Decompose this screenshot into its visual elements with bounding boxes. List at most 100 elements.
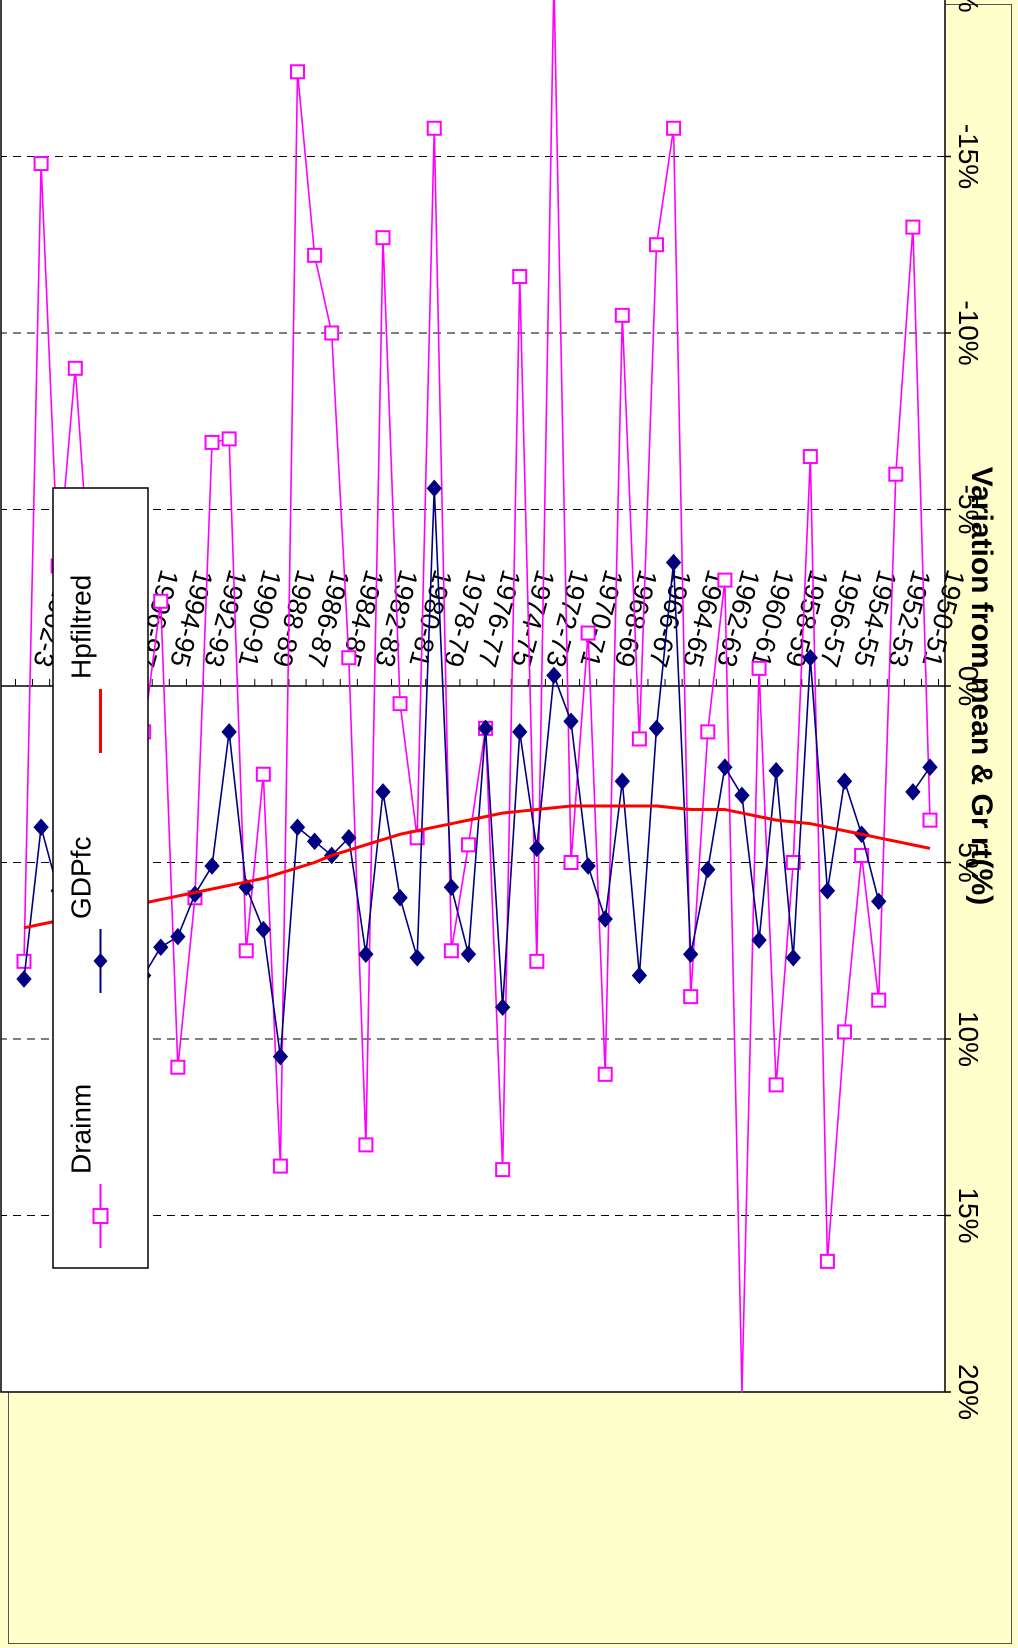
data-point xyxy=(221,723,237,741)
data-point xyxy=(905,219,921,235)
data-point xyxy=(614,772,630,791)
y-tick-label: 0% xyxy=(953,666,984,706)
data-point xyxy=(648,719,665,738)
data-point xyxy=(631,731,647,747)
data-point xyxy=(597,910,613,928)
data-point xyxy=(460,945,477,964)
legend-label: Hpfiltred xyxy=(66,575,97,679)
data-point xyxy=(905,783,921,801)
data-point xyxy=(751,931,767,949)
data-point xyxy=(289,818,306,836)
data-point xyxy=(341,650,357,666)
series-layer xyxy=(16,0,938,1393)
y-tick-label: 15% xyxy=(953,1187,984,1243)
data-point xyxy=(614,307,630,323)
data-point xyxy=(170,927,186,946)
data-point xyxy=(700,860,716,879)
data-point xyxy=(153,593,169,609)
legend-marker xyxy=(93,953,108,969)
data-point xyxy=(683,945,699,964)
legend-label: Drainm xyxy=(66,1084,97,1174)
data-point xyxy=(819,881,836,900)
plot-area xyxy=(0,0,946,1393)
data-point xyxy=(375,783,391,801)
legend: Drainm GDPfc Hpfiltred xyxy=(52,487,149,1269)
data-point xyxy=(324,325,340,341)
data-point xyxy=(170,1059,186,1075)
data-point xyxy=(255,766,271,782)
data-point xyxy=(67,360,83,376)
data-point xyxy=(563,855,579,870)
data-point xyxy=(631,966,648,985)
data-point xyxy=(751,660,767,676)
data-point xyxy=(837,1024,853,1040)
series-line xyxy=(23,0,931,1393)
data-point xyxy=(392,889,408,907)
data-point xyxy=(426,479,442,498)
legend-marker xyxy=(92,1208,109,1224)
data-point xyxy=(153,938,169,956)
data-point xyxy=(290,64,306,80)
data-point xyxy=(785,949,801,967)
data-point xyxy=(358,1137,374,1153)
y-tick-label: 20% xyxy=(953,1364,984,1420)
y-axis: Variation from mean & Gr rt(%) xyxy=(965,467,998,905)
data-point xyxy=(238,943,254,959)
data-point xyxy=(597,1066,613,1082)
series-drainm xyxy=(16,0,938,1393)
data-point xyxy=(512,269,528,285)
data-point xyxy=(495,1162,511,1178)
data-point xyxy=(768,1077,784,1093)
series-hpfiltred xyxy=(23,804,931,930)
data-point xyxy=(392,696,408,712)
y-tick-label: -20% xyxy=(953,0,984,13)
y-tick-label: -5% xyxy=(953,485,984,535)
data-point xyxy=(272,1047,289,1066)
y-tick-label: -15% xyxy=(953,124,984,189)
series-gdpfc xyxy=(16,479,938,1066)
data-point xyxy=(871,892,887,911)
data-point xyxy=(648,237,664,253)
y-tick-label: 10% xyxy=(953,1011,984,1067)
data-point xyxy=(33,818,49,836)
data-point xyxy=(443,943,459,959)
data-point xyxy=(375,230,391,246)
data-point xyxy=(443,878,460,896)
data-point xyxy=(409,949,425,967)
data-point xyxy=(580,857,596,875)
data-point xyxy=(700,724,716,740)
data-point xyxy=(785,855,801,870)
series-line xyxy=(23,804,931,930)
data-point xyxy=(460,837,476,853)
data-point xyxy=(358,945,374,964)
y-tick-label: 5% xyxy=(953,842,984,882)
data-point xyxy=(683,989,699,1005)
data-point xyxy=(16,953,32,969)
data-point xyxy=(580,625,596,641)
legend-label: GDPfc xyxy=(66,837,97,919)
data-point xyxy=(306,832,323,851)
data-point xyxy=(494,998,511,1016)
data-point xyxy=(33,156,49,172)
data-point xyxy=(802,449,818,465)
data-point xyxy=(204,434,220,450)
data-point xyxy=(512,723,528,741)
data-point xyxy=(734,786,750,805)
data-point xyxy=(307,247,323,263)
data-point xyxy=(477,719,494,738)
data-point xyxy=(717,572,733,588)
data-point xyxy=(717,758,733,776)
data-point xyxy=(922,812,938,828)
data-point xyxy=(204,857,220,875)
data-point xyxy=(665,553,682,572)
data-point xyxy=(563,712,579,731)
data-point xyxy=(426,120,442,136)
y-axis-title: Variation from mean & Gr rt(%) xyxy=(965,467,998,905)
data-point xyxy=(546,666,562,685)
data-point xyxy=(666,120,682,136)
data-point xyxy=(529,953,545,969)
data-point xyxy=(802,649,819,667)
data-point xyxy=(854,847,870,863)
data-point xyxy=(768,761,784,780)
